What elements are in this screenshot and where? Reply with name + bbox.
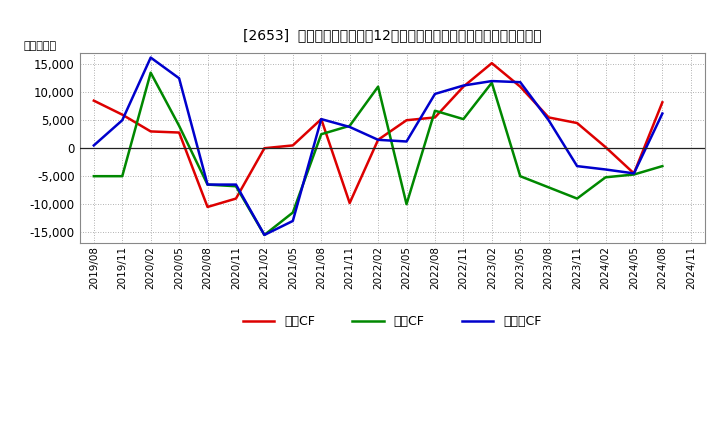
投資CF — [346, 123, 354, 128]
フリーCF — [203, 182, 212, 187]
Legend: 営業CF, 投資CF, フリーCF: 営業CF, 投資CF, フリーCF — [238, 311, 546, 334]
投資CF — [601, 175, 610, 180]
営業CF — [516, 84, 525, 89]
フリーCF — [402, 139, 411, 144]
投資CF — [175, 123, 184, 128]
営業CF — [629, 171, 638, 176]
Line: 投資CF: 投資CF — [94, 73, 662, 235]
フリーCF — [573, 164, 582, 169]
営業CF — [544, 115, 553, 120]
Line: フリーCF: フリーCF — [94, 58, 662, 235]
フリーCF — [516, 80, 525, 85]
営業CF — [601, 144, 610, 150]
Title: [2653]  キャッシュフローの12か月移動合計の対前年同期増減額の推移: [2653] キャッシュフローの12か月移動合計の対前年同期増減額の推移 — [243, 28, 541, 42]
営業CF — [573, 121, 582, 126]
営業CF — [89, 98, 98, 103]
営業CF — [118, 112, 127, 117]
投資CF — [629, 172, 638, 177]
投資CF — [516, 173, 525, 179]
フリーCF — [260, 232, 269, 238]
Line: 営業CF: 営業CF — [94, 63, 662, 207]
投資CF — [232, 183, 240, 189]
営業CF — [146, 129, 155, 134]
投資CF — [260, 232, 269, 238]
投資CF — [487, 80, 496, 85]
フリーCF — [487, 78, 496, 84]
フリーCF — [431, 91, 439, 96]
営業CF — [175, 130, 184, 135]
フリーCF — [601, 167, 610, 172]
投資CF — [203, 182, 212, 187]
営業CF — [431, 115, 439, 120]
営業CF — [317, 117, 325, 122]
フリーCF — [175, 76, 184, 81]
営業CF — [487, 61, 496, 66]
営業CF — [658, 100, 667, 105]
投資CF — [89, 173, 98, 179]
営業CF — [232, 196, 240, 201]
営業CF — [402, 117, 411, 123]
営業CF — [346, 200, 354, 205]
投資CF — [317, 132, 325, 137]
フリーCF — [346, 125, 354, 130]
フリーCF — [658, 111, 667, 116]
営業CF — [203, 204, 212, 209]
投資CF — [459, 117, 468, 122]
投資CF — [431, 108, 439, 114]
フリーCF — [374, 137, 382, 143]
投資CF — [146, 70, 155, 75]
投資CF — [289, 210, 297, 215]
営業CF — [374, 137, 382, 143]
投資CF — [118, 173, 127, 179]
フリーCF — [459, 83, 468, 88]
投資CF — [374, 84, 382, 89]
投資CF — [658, 164, 667, 169]
投資CF — [544, 185, 553, 190]
Text: （百万円）: （百万円） — [23, 41, 56, 51]
フリーCF — [317, 117, 325, 122]
フリーCF — [289, 218, 297, 224]
フリーCF — [232, 182, 240, 187]
フリーCF — [544, 117, 553, 123]
営業CF — [459, 84, 468, 89]
投資CF — [402, 202, 411, 207]
営業CF — [289, 143, 297, 148]
投資CF — [573, 196, 582, 201]
フリーCF — [118, 117, 127, 123]
営業CF — [260, 146, 269, 151]
フリーCF — [146, 55, 155, 60]
フリーCF — [629, 171, 638, 176]
フリーCF — [89, 143, 98, 148]
